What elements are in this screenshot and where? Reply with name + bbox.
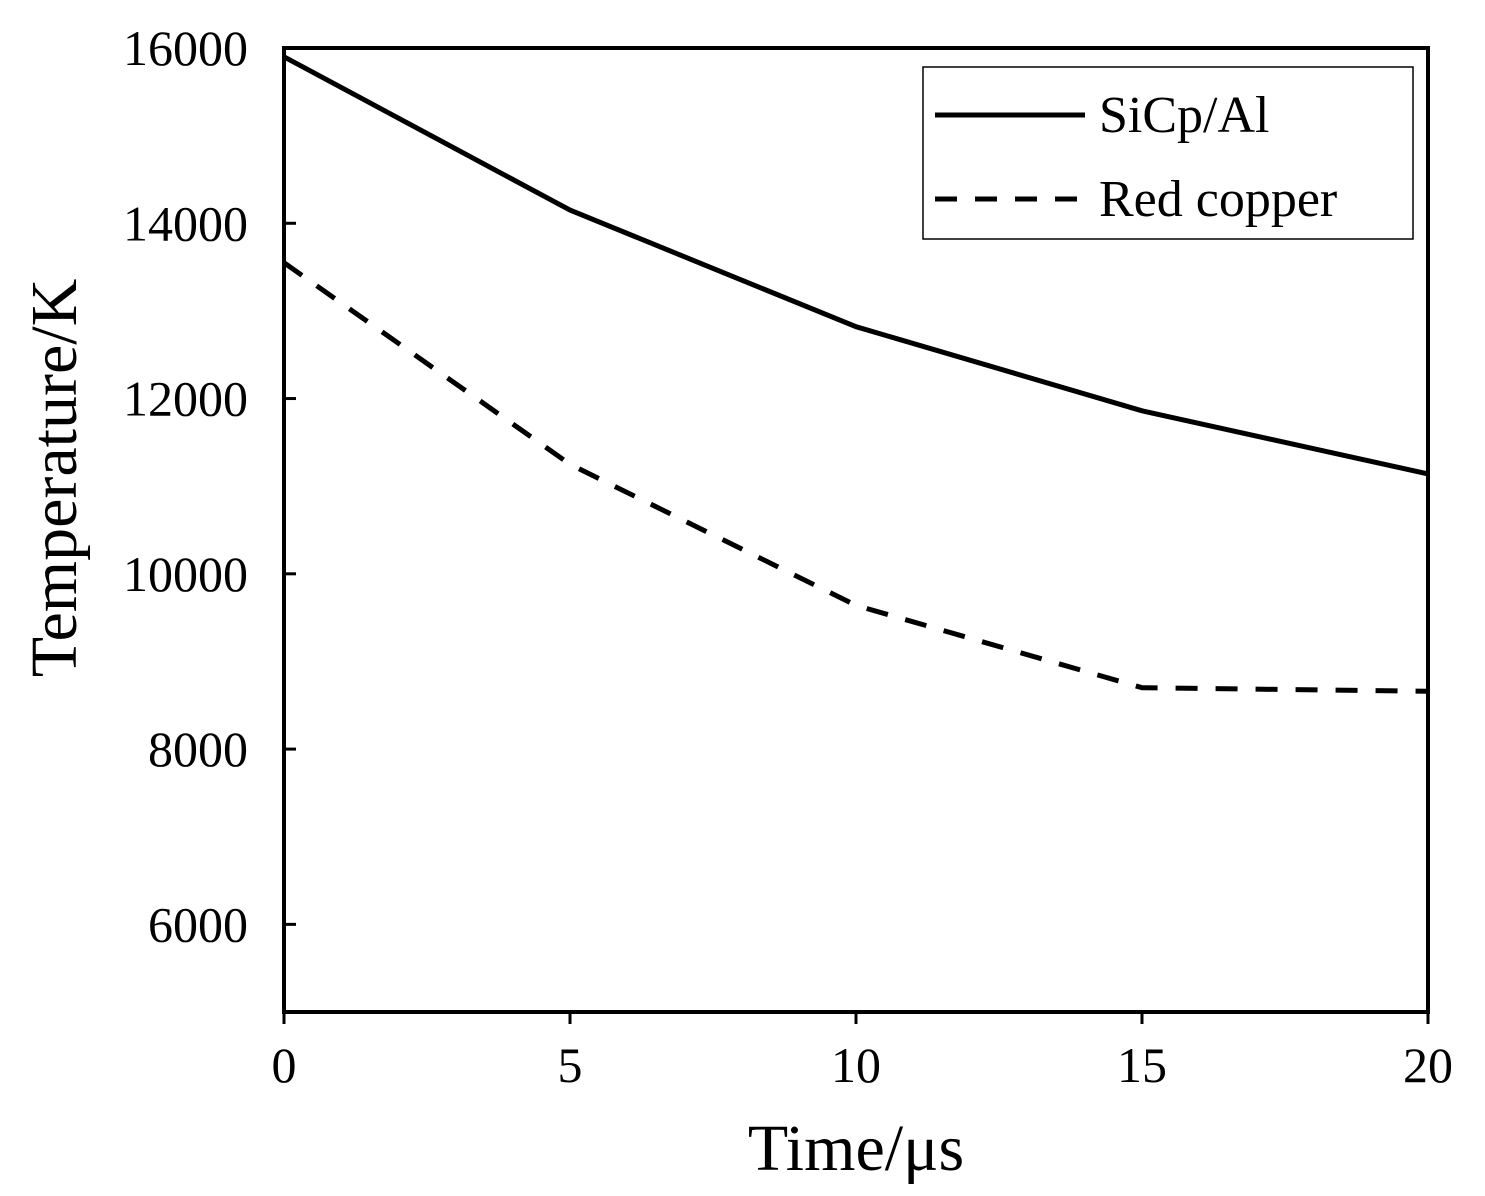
y-tick-label: 6000 — [148, 896, 248, 952]
axes-layer: 0 5 10 15 20 6000 8000 10000 12000 14000 16000 — [123, 20, 1453, 1093]
y-tick-label: 16000 — [123, 20, 248, 76]
legend-label-sicp-al: SiCp/Al — [1099, 87, 1270, 144]
y-tick-label: 10000 — [123, 546, 248, 602]
legend: SiCp/Al Red copper — [922, 66, 1414, 240]
y-tick-label: 12000 — [123, 371, 248, 427]
x-tick-label: 5 — [558, 1037, 583, 1093]
legend-box — [922, 66, 1414, 240]
x-tick-label: 15 — [1117, 1037, 1167, 1093]
x-axis-title: Time/μs — [748, 1112, 964, 1185]
x-tick-label: 0 — [272, 1037, 297, 1093]
x-tick-label: 10 — [831, 1037, 881, 1093]
x-tick-label: 20 — [1403, 1037, 1453, 1093]
series-line-red-copper — [282, 260, 1429, 694]
y-tick-label: 8000 — [148, 721, 248, 777]
y-tick-label: 14000 — [123, 195, 248, 251]
y-axis-title: Temperature/K — [18, 279, 91, 678]
legend-label-red-copper: Red copper — [1099, 171, 1337, 228]
